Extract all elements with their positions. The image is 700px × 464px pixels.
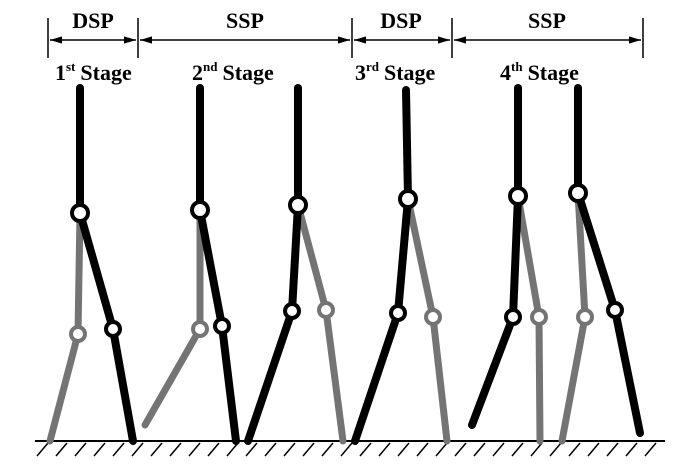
stage-sup: nd bbox=[203, 59, 218, 74]
phase-label: DSP bbox=[72, 8, 114, 33]
phase-label: SSP bbox=[528, 8, 566, 33]
stage-label: 3rd Stage bbox=[355, 59, 436, 85]
stage-word: Stage bbox=[222, 60, 274, 85]
phase-brackets bbox=[47, 18, 644, 58]
phase-label: DSP bbox=[380, 8, 422, 33]
stage-label: 2nd Stage bbox=[192, 59, 274, 85]
stage-num: 2 bbox=[192, 60, 203, 85]
stage-num: 3 bbox=[355, 60, 366, 85]
stage-word: Stage bbox=[80, 60, 132, 85]
stage-word: Stage bbox=[528, 60, 580, 85]
walker-figures bbox=[46, 84, 644, 445]
stage-word: Stage bbox=[384, 60, 436, 85]
ground bbox=[35, 440, 665, 457]
stage-num: 1 bbox=[55, 60, 66, 85]
stage-sup: rd bbox=[366, 59, 380, 74]
stage-sup: th bbox=[511, 59, 523, 74]
stage-sup: st bbox=[66, 59, 76, 74]
stage-label: 1st Stage bbox=[55, 59, 132, 85]
phase-label: SSP bbox=[226, 8, 264, 33]
stage-num: 4 bbox=[500, 60, 511, 85]
stage-label: 4th Stage bbox=[500, 59, 579, 85]
